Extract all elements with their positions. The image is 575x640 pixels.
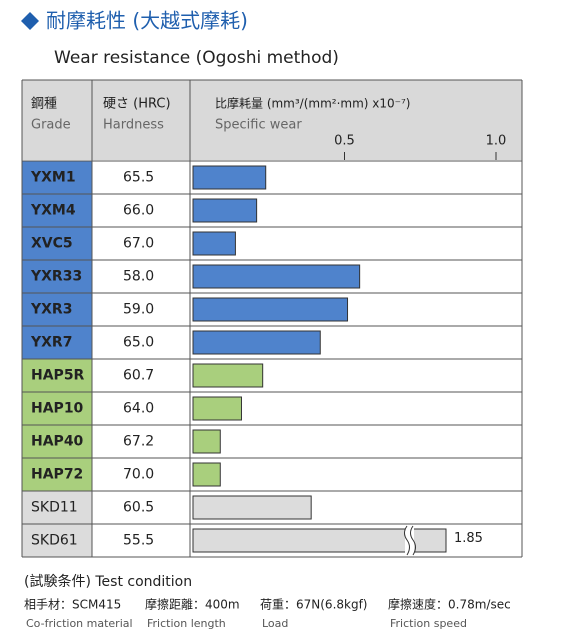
- row-bg: [92, 227, 522, 260]
- row-bg: [92, 194, 522, 227]
- row-bg: [92, 359, 522, 392]
- hardness: 64.0: [123, 401, 154, 417]
- bar: [192, 231, 236, 256]
- row-bg: [92, 425, 522, 458]
- test-title: (試験条件) Test condition: [24, 573, 192, 590]
- grade-cell: [22, 194, 92, 227]
- header-bg: [22, 80, 522, 160]
- bar: [192, 528, 447, 553]
- hardness: 60.5: [123, 500, 154, 516]
- hardness: 70.0: [123, 467, 154, 483]
- test-item: 摩擦速度：0.78m/sec: [388, 597, 511, 612]
- row-bg: [92, 458, 522, 491]
- header: Specific wear: [215, 118, 302, 133]
- grade-label: YXR7: [30, 335, 72, 351]
- header: 硬さ (HRC): [103, 97, 171, 112]
- bar: [192, 396, 242, 421]
- grade-label: HAP10: [31, 401, 84, 417]
- x-tick-label: 1.0: [486, 134, 507, 149]
- hardness: 58.0: [123, 269, 154, 285]
- header: 鋼種: [31, 96, 57, 112]
- row-bg: [92, 392, 522, 425]
- grade-label: SKD11: [31, 500, 78, 516]
- hardness: 55.5: [123, 533, 154, 549]
- hardness: 65.5: [123, 170, 154, 186]
- subtitle: Wear resistance (Ogoshi method): [54, 48, 339, 68]
- test-item-en: Load: [262, 617, 288, 630]
- grade-label: YXR33: [30, 269, 82, 285]
- grade-cell: [22, 425, 92, 458]
- test-item: 荷重：67N(6.8kgf): [260, 598, 368, 612]
- title: 耐摩耗性 (大越式摩耗): [46, 9, 248, 33]
- grade-label: XVC5: [31, 236, 73, 252]
- hardness: 65.0: [123, 335, 154, 351]
- test-item: 摩擦距離：400m: [145, 597, 240, 612]
- hardness: 59.0: [123, 302, 154, 318]
- header: 比摩耗量 (mm³/(mm²·mm) x10⁻⁷): [215, 96, 411, 111]
- bar: [192, 363, 264, 388]
- value-label: 1.85: [454, 531, 483, 546]
- grade-cell: [22, 359, 92, 392]
- break-gap: [405, 526, 414, 555]
- grade-cell: [22, 227, 92, 260]
- grade-cell: [22, 293, 92, 326]
- bar: [192, 198, 258, 223]
- grade-cell: [22, 524, 92, 557]
- grade-label: YXM4: [30, 203, 76, 219]
- grade-label: YXM1: [30, 170, 76, 186]
- grade-label: SKD61: [31, 533, 78, 549]
- test-item-en: Friction length: [147, 617, 226, 630]
- grade-label: HAP72: [31, 467, 83, 483]
- header: Grade: [31, 118, 71, 133]
- test-item-en: Co-friction material: [26, 617, 133, 630]
- hardness: 66.0: [123, 203, 154, 219]
- grade-label: HAP40: [31, 434, 84, 450]
- bar: [192, 330, 321, 355]
- title-icon: [21, 12, 39, 30]
- bar: [192, 495, 312, 520]
- bar: [192, 264, 361, 289]
- test-item: 相手材：SCM415: [24, 598, 121, 612]
- header: Hardness: [103, 118, 164, 133]
- x-tick-label: 0.5: [334, 134, 355, 149]
- bar: [192, 297, 349, 322]
- grade-cell: [22, 491, 92, 524]
- hardness: 67.2: [123, 434, 154, 450]
- bar: [192, 429, 221, 454]
- hardness: 60.7: [123, 368, 154, 384]
- grade-cell: [22, 260, 92, 293]
- break-mark: [404, 525, 416, 556]
- test-item-en: Friction speed: [390, 617, 467, 630]
- grade-cell: [22, 161, 92, 194]
- grade-label: YXR3: [30, 302, 72, 318]
- row-bg: [92, 161, 522, 194]
- grade-cell: [22, 326, 92, 359]
- bar: [192, 165, 267, 190]
- hardness: 67.0: [123, 236, 154, 252]
- grade-cell: [22, 458, 92, 491]
- grade-cell: [22, 392, 92, 425]
- grade-label: HAP5R: [31, 368, 85, 384]
- bar: [192, 462, 221, 487]
